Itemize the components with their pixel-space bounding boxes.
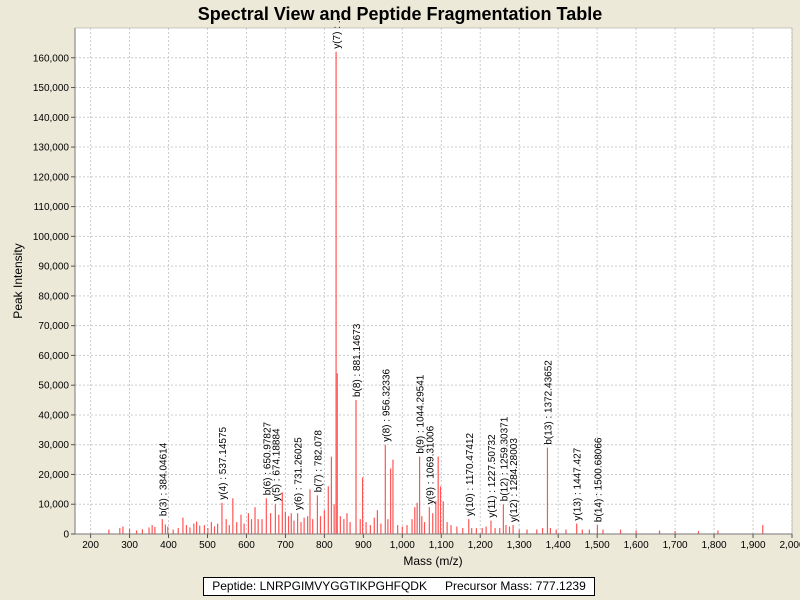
y-tick-label: 150,000 — [33, 83, 70, 94]
peak-annotation: b(14) : 1500.68066 — [593, 437, 604, 522]
peak-annotation: y(5) : 674.18884 — [271, 428, 282, 501]
plot-border — [74, 27, 793, 535]
peak-annotation: b(6) : 650.97827 — [262, 421, 273, 495]
x-tick-label: 400 — [160, 540, 177, 551]
y-tick-label: 160,000 — [33, 53, 70, 64]
peak-annotation: y(4) : 537.14575 — [218, 426, 229, 499]
y-tick-label: 110,000 — [34, 202, 70, 213]
peak-annotation: y(10) : 1170.47412 — [465, 432, 476, 516]
peak-annotation: b(13) : 1372.43652 — [543, 360, 554, 445]
peptide-info-box: Peptide: LNRPGIMVYGGTIKPGHFQDK Precursor… — [203, 577, 595, 596]
y-tick-label: 80,000 — [38, 291, 69, 302]
peak-annotation: y(6) : 731.26025 — [294, 437, 305, 510]
x-tick-label: 800 — [316, 540, 333, 551]
spectrum-chart: Spectral View and Peptide Fragmentation … — [11, 4, 800, 568]
x-tick-label: 1,900 — [741, 540, 766, 551]
peak-annotation: y(13) : 1447.427 — [573, 447, 584, 520]
y-tick-label: 120,000 — [33, 172, 70, 183]
x-tick-label: 1,200 — [468, 540, 493, 551]
x-tick-label: 900 — [355, 540, 372, 551]
y-tick-label: 0 — [63, 530, 69, 541]
peak-annotation: b(12) : 1259.30371 — [499, 416, 510, 501]
x-tick-label: 1,600 — [624, 540, 649, 551]
x-tick-label: 1,500 — [585, 540, 610, 551]
x-tick-label: 2,000 — [779, 540, 800, 551]
peak-annotations: b(3) : 384.04614 y(4) : 537.14575 b(6) : 6… — [158, 15, 604, 522]
x-tick-label: 1,700 — [663, 540, 688, 551]
y-tick-label: 40,000 — [38, 410, 69, 421]
peak-annotation: b(8) : 881.14673 — [352, 323, 363, 397]
peak-annotation: b(9) : 1044.29541 — [416, 374, 427, 453]
x-tick-label: 1,300 — [507, 540, 532, 551]
peak-bars — [108, 51, 764, 534]
y-tick-label: 50,000 — [38, 381, 69, 392]
peak-annotation: y(8) : 956.32336 — [381, 368, 392, 441]
x-tick-label: 700 — [277, 540, 294, 551]
axes: 200 300 400 500 600 700 800 900 1,000 1,100 1,200 1… — [33, 27, 800, 551]
x-tick-label: 500 — [199, 540, 216, 551]
x-tick-label: 1,800 — [702, 540, 727, 551]
peptide-label: Peptide: — [212, 579, 257, 593]
y-tick-label: 130,000 — [33, 143, 70, 154]
y-tick-label: 140,000 — [33, 113, 70, 124]
x-axis-label: Mass (m/z) — [403, 554, 462, 568]
x-tick-label: 200 — [82, 540, 99, 551]
y-axis-label: Peak Intensity — [11, 243, 25, 318]
x-tick-label: 1,100 — [429, 540, 454, 551]
peak-annotation: y(9) : 1069.31006 — [425, 425, 436, 504]
y-tick-label: 90,000 — [38, 262, 69, 273]
peak-annotation: y(12) : 1284.28003 — [509, 438, 520, 522]
x-tick-label: 600 — [238, 540, 255, 551]
x-tick-label: 1,400 — [546, 540, 571, 551]
peak-annotation: b(7) : 782.078 — [313, 430, 324, 493]
y-tick-label: 100,000 — [33, 232, 70, 243]
grid-lines — [75, 28, 793, 535]
peak-annotation: y(11) : 1227.50732 — [487, 434, 498, 518]
y-tick-label: 70,000 — [38, 321, 69, 332]
precursor-mass: 777.1239 — [535, 579, 586, 593]
x-tick-label: 300 — [121, 540, 138, 551]
chart-title: Spectral View and Peptide Fragmentation … — [198, 4, 602, 24]
peak-annotation: b(3) : 384.04614 — [158, 442, 169, 516]
y-tick-label: 60,000 — [38, 351, 69, 362]
y-tick-label: 20,000 — [38, 470, 69, 481]
precursor-label: Precursor Mass: — [444, 579, 533, 593]
y-tick-label: 30,000 — [38, 440, 69, 451]
x-tick-label: 1,000 — [390, 540, 415, 551]
plot-area — [75, 28, 792, 534]
peptide-sequence: LNRPGIMVYGGTIKPGHFQDK — [259, 579, 427, 593]
y-tick-label: 10,000 — [38, 500, 69, 511]
peak-annotation: y(7) : ... — [332, 15, 343, 49]
